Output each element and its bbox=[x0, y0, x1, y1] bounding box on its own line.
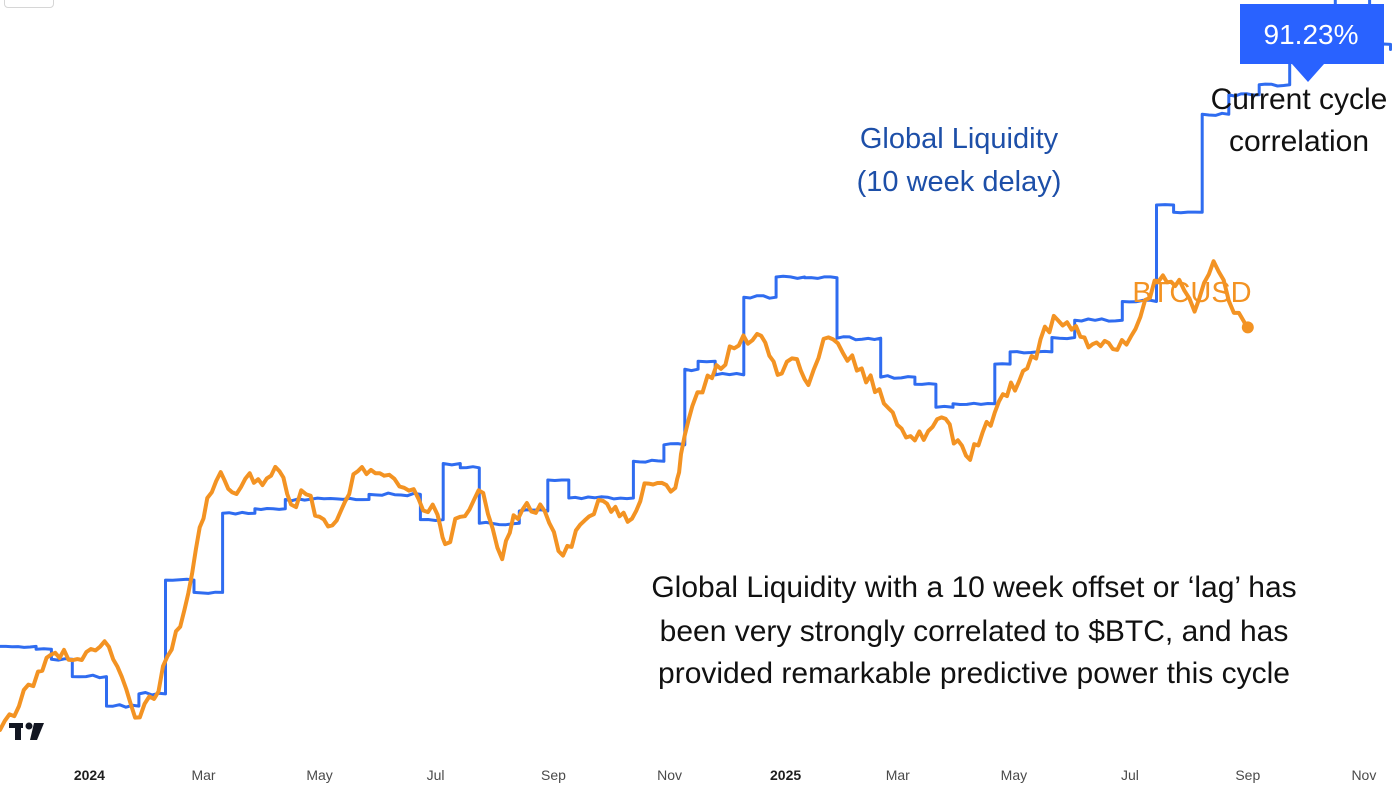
btcusd-line bbox=[0, 259, 1250, 732]
btcusd-label: BTCUSD bbox=[1132, 277, 1251, 309]
correlation-badge: 91.23% bbox=[1240, 4, 1384, 82]
x-tick-label: Sep bbox=[1235, 767, 1260, 783]
x-tick-label: May bbox=[306, 767, 332, 783]
x-axis: 2024 Mar May Jul Sep Nov 2025 Mar May Jul Sep Nov bbox=[74, 767, 1377, 783]
btcusd-series bbox=[0, 259, 1250, 732]
x-tick-label: May bbox=[1001, 767, 1027, 783]
correlation-caption-line-1: Current cycle bbox=[1211, 83, 1388, 116]
x-tick-label: Mar bbox=[886, 767, 910, 783]
x-tick-label: Mar bbox=[191, 767, 215, 783]
x-tick-label: 2025 bbox=[770, 767, 801, 783]
x-tick-label: Sep bbox=[541, 767, 566, 783]
description-line-2: been very strongly correlated to $BTC, a… bbox=[660, 615, 1289, 648]
corner-box bbox=[4, 0, 54, 8]
correlation-caption-line-2: correlation bbox=[1229, 125, 1369, 158]
description-line-3: provided remarkable predictive power thi… bbox=[658, 657, 1290, 690]
logo-text: TV bbox=[0, 0, 2, 1]
x-tick-label: Nov bbox=[657, 767, 682, 783]
tradingview-logo: TV bbox=[0, 0, 44, 740]
x-tick-label: Jul bbox=[427, 767, 445, 783]
correlation-value: 91.23% bbox=[1264, 19, 1359, 50]
x-tick-label: Nov bbox=[1351, 767, 1376, 783]
btcusd-last-point bbox=[1241, 321, 1254, 334]
global-liquidity-line bbox=[0, 0, 1392, 709]
description-line-1: Global Liquidity with a 10 week offset o… bbox=[651, 571, 1296, 604]
x-tick-label: Jul bbox=[1121, 767, 1139, 783]
liquidity-label-line-1: Global Liquidity bbox=[860, 123, 1059, 155]
liquidity-label-line-2: (10 week delay) bbox=[857, 166, 1062, 198]
x-tick-label: 2024 bbox=[74, 767, 105, 783]
global-liquidity-series bbox=[0, 0, 1392, 709]
